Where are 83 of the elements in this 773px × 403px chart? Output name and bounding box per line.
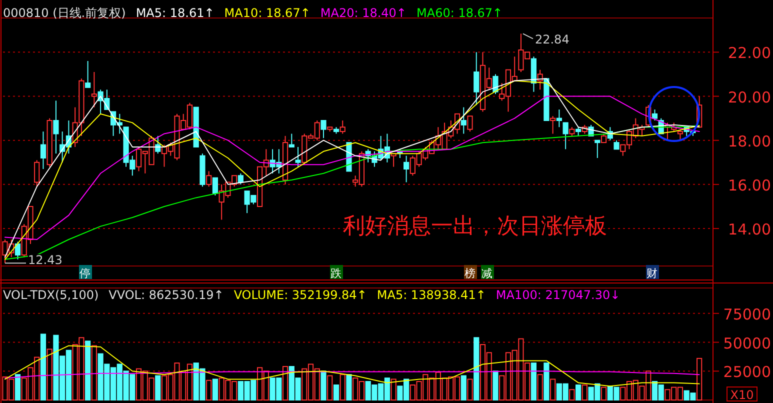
candlestick — [34, 160, 40, 188]
candlestick — [556, 108, 562, 128]
text: MA20: 18.40↑ — [320, 6, 406, 20]
y-tick-label: 22.00 — [728, 44, 771, 62]
bar — [474, 337, 480, 400]
bar — [340, 374, 346, 400]
candlestick — [206, 170, 212, 188]
annotation: 利好消息一出，次日涨停板 — [343, 214, 607, 239]
candlestick — [53, 100, 59, 154]
candlestick — [238, 172, 244, 185]
text: X10 — [730, 388, 754, 402]
candlestick — [492, 74, 498, 95]
bar — [696, 358, 702, 400]
candlestick — [652, 108, 658, 122]
bar — [333, 384, 340, 400]
bar — [282, 366, 288, 400]
bar — [320, 370, 326, 400]
bar — [40, 334, 46, 400]
candlestick — [295, 146, 301, 168]
text: 跌 — [330, 267, 342, 280]
bar — [550, 378, 556, 400]
bar — [46, 348, 52, 400]
bar — [155, 375, 161, 400]
annotation: VVOL: 862530.19↑ — [108, 288, 224, 302]
text: MA5: 138938.41↑ — [376, 288, 486, 302]
candlestick — [537, 69, 543, 90]
bar — [569, 389, 575, 400]
text: MA60: 18.67↑ — [416, 6, 503, 20]
y-tick-label: 75000 — [723, 305, 771, 324]
candlestick — [91, 72, 97, 108]
annotation: VOLUME: 352199.84↑ — [234, 288, 367, 302]
bar — [492, 370, 498, 400]
bar — [576, 384, 582, 400]
line-series — [4, 345, 700, 387]
text: 停 — [80, 267, 90, 280]
bar — [212, 378, 218, 400]
y-tick-label: 16.00 — [728, 176, 771, 194]
text: MA5: 18.61↑ — [136, 6, 214, 20]
bar — [346, 374, 352, 400]
bar — [85, 340, 91, 400]
candlestick — [340, 120, 346, 134]
bar — [544, 362, 550, 400]
text: MA100: 217047.30↓ — [496, 288, 620, 302]
line-series — [4, 96, 700, 240]
bar — [582, 384, 588, 400]
y-tick-label: 14.00 — [728, 220, 771, 239]
bar — [390, 378, 396, 400]
candlestick — [14, 241, 21, 260]
bar — [600, 386, 607, 400]
text: 财 — [646, 267, 658, 280]
candlestick — [212, 177, 218, 196]
candlestick — [594, 140, 600, 158]
candlestick — [550, 116, 556, 134]
y-tick-label: 25000 — [723, 363, 771, 382]
y-tick-label: 20.00 — [728, 88, 771, 106]
y-tick-label: 18.00 — [728, 132, 771, 150]
candlestick — [404, 155, 410, 183]
bar — [206, 380, 212, 400]
bar — [327, 375, 333, 400]
y-tick-label: 50000 — [723, 334, 771, 352]
bar — [14, 374, 21, 400]
candlestick — [467, 116, 473, 132]
bar — [537, 374, 543, 400]
text: 减 — [482, 267, 492, 280]
annotation: 12.43 — [28, 253, 62, 268]
text: MA10: 18.67↑ — [224, 6, 310, 20]
annotation: 22.84 — [534, 32, 570, 47]
candlestick — [677, 128, 684, 141]
candlestick — [460, 106, 466, 134]
candlestick — [40, 131, 46, 170]
chart-title: 000810 (日线.前复权) — [3, 6, 126, 20]
candlestick — [85, 60, 91, 88]
line-series — [4, 370, 700, 379]
candlestick — [562, 122, 568, 150]
candlestick — [320, 120, 326, 139]
candlestick — [474, 52, 480, 106]
candlestick — [288, 133, 294, 148]
bar — [530, 362, 537, 400]
bar — [91, 345, 97, 400]
chart-title: VOL-TDX(5,100) — [3, 288, 99, 302]
bar — [460, 375, 466, 400]
bar — [467, 378, 473, 400]
text: 榜 — [464, 267, 476, 280]
